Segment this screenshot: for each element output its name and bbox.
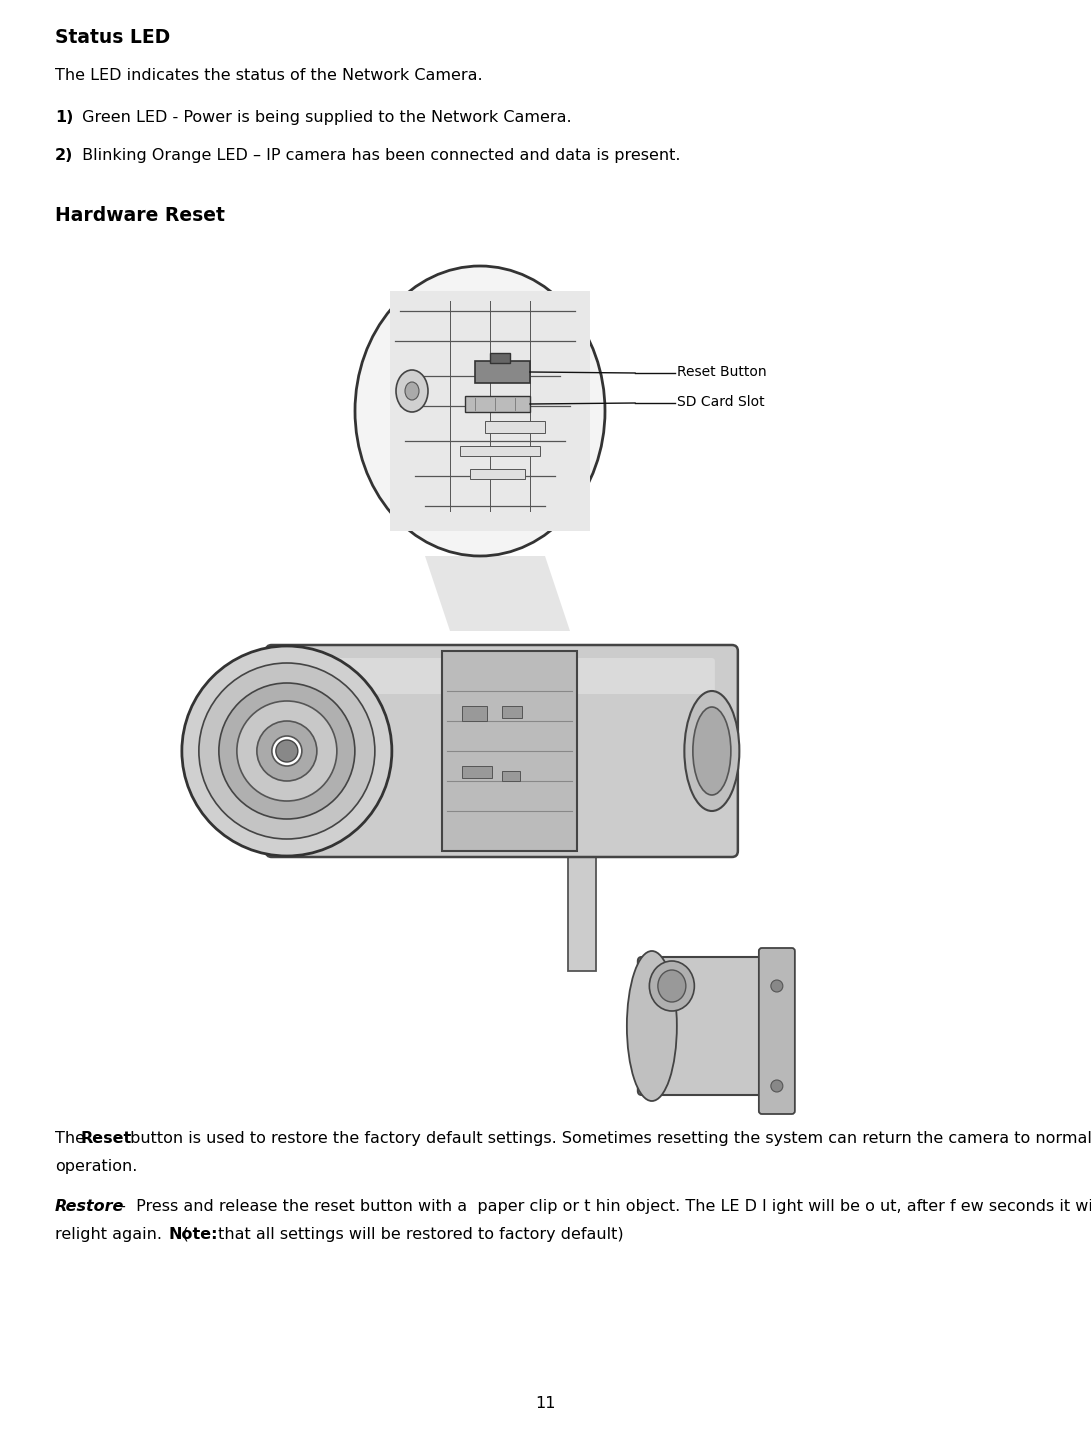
- Ellipse shape: [355, 265, 606, 556]
- Ellipse shape: [219, 683, 355, 819]
- Text: relight again.    (: relight again. (: [55, 1228, 189, 1242]
- Bar: [461, 766, 492, 779]
- Ellipse shape: [237, 701, 337, 802]
- Ellipse shape: [276, 740, 298, 761]
- Text: SD Card Slot: SD Card Slot: [678, 394, 765, 409]
- Text: Blinking Orange LED – IP camera has been connected and data is present.: Blinking Orange LED – IP camera has been…: [77, 148, 681, 163]
- Text: Status LED: Status LED: [55, 29, 170, 47]
- Ellipse shape: [649, 961, 694, 1011]
- Ellipse shape: [256, 721, 316, 782]
- Ellipse shape: [272, 736, 302, 766]
- Ellipse shape: [658, 969, 686, 1002]
- Bar: [465, 396, 530, 412]
- Text: 11: 11: [536, 1397, 555, 1411]
- Bar: [502, 706, 521, 718]
- Text: 2): 2): [55, 148, 73, 163]
- Text: Reset: Reset: [81, 1131, 132, 1146]
- Ellipse shape: [693, 707, 731, 794]
- Bar: [461, 706, 487, 721]
- Text: Green LED - Power is being supplied to the Network Camera.: Green LED - Power is being supplied to t…: [77, 110, 572, 125]
- Bar: [460, 446, 540, 456]
- Text: operation.: operation.: [55, 1159, 137, 1174]
- Text: The LED indicates the status of the Network Camera.: The LED indicates the status of the Netw…: [55, 67, 482, 83]
- Text: button is used to restore the factory default settings. Sometimes resetting the : button is used to restore the factory de…: [125, 1131, 1091, 1146]
- FancyBboxPatch shape: [638, 956, 776, 1096]
- Bar: [442, 651, 577, 850]
- Text: -  Press and release the reset button with a  paper clip or t hin object. The LE: - Press and release the reset button wit…: [115, 1199, 1091, 1215]
- Ellipse shape: [396, 370, 428, 412]
- Ellipse shape: [405, 381, 419, 400]
- Text: 1): 1): [55, 110, 73, 125]
- Ellipse shape: [771, 1080, 783, 1093]
- FancyBboxPatch shape: [289, 658, 715, 694]
- Bar: [502, 771, 519, 782]
- Text: Reset Button: Reset Button: [678, 366, 767, 379]
- Text: Note:: Note:: [169, 1228, 218, 1242]
- Ellipse shape: [684, 691, 740, 812]
- Polygon shape: [425, 556, 570, 631]
- FancyBboxPatch shape: [759, 948, 795, 1114]
- Text: The: The: [55, 1131, 91, 1146]
- Ellipse shape: [627, 951, 676, 1101]
- Ellipse shape: [199, 663, 375, 839]
- Text: Hardware Reset: Hardware Reset: [55, 206, 225, 225]
- Bar: [389, 291, 590, 531]
- Bar: [490, 353, 509, 363]
- Text: Restore: Restore: [55, 1199, 124, 1215]
- Bar: [485, 422, 546, 433]
- Text: that all settings will be restored to factory default): that all settings will be restored to fa…: [213, 1228, 624, 1242]
- Ellipse shape: [182, 645, 392, 856]
- Bar: [567, 840, 596, 971]
- Bar: [470, 469, 525, 479]
- Ellipse shape: [771, 979, 783, 992]
- Bar: [475, 361, 530, 383]
- FancyBboxPatch shape: [266, 645, 738, 858]
